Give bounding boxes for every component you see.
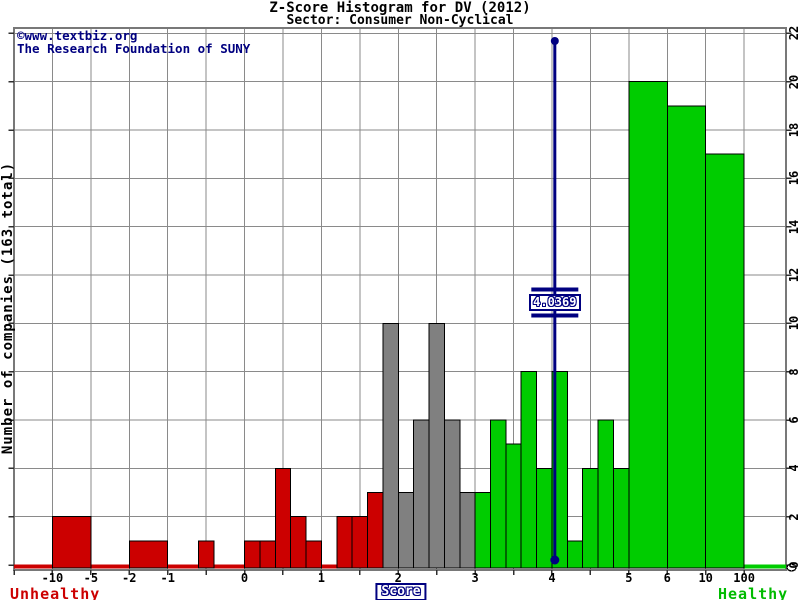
healthy-caption: Healthy <box>718 585 789 600</box>
y-tick-label: 12 <box>787 267 800 283</box>
x-tick-label: -5 <box>83 571 99 585</box>
x-tick-label: 10 <box>698 571 713 585</box>
x-tick-label: -1 <box>160 571 175 585</box>
chart-subtitle: Sector: Consumer Non-Cyclical <box>286 13 514 28</box>
histogram-bar <box>397 492 415 569</box>
x-tick-label: 6 <box>663 571 671 585</box>
histogram-bar <box>382 322 399 569</box>
marker-crossbar-top <box>531 287 579 292</box>
x-tick-label: 1 <box>317 571 326 585</box>
histogram-bar <box>290 516 307 569</box>
unhealthy-caption: Unhealthy <box>10 585 101 600</box>
histogram-bar <box>274 467 292 569</box>
histogram-bar <box>259 540 276 569</box>
axis-end-circle <box>786 563 797 572</box>
histogram-bar <box>128 540 169 569</box>
histogram-bar <box>597 419 614 569</box>
marker-top-dot <box>550 37 559 45</box>
histogram-bar <box>367 492 384 569</box>
histogram-bar <box>413 419 430 569</box>
y-tick-label: 16 <box>787 171 800 186</box>
x-tick-label: 3 <box>471 571 479 585</box>
plot-border <box>13 27 787 571</box>
chart-title: Z-Score Histogram for DV (2012) <box>269 0 531 16</box>
histogram-bar <box>51 516 92 569</box>
x-axis-label-score: Score <box>375 583 427 600</box>
y-tick-label: 22 <box>787 26 800 41</box>
watermark-org: The Research Foundation of SUNY <box>17 41 251 56</box>
marker-crossbar-bottom <box>531 313 579 318</box>
y-tick-label: 20 <box>787 74 800 89</box>
histogram-bar <box>305 540 322 569</box>
x-tick-label: 2 <box>394 571 402 585</box>
zscore-marker-label: 4.0369 <box>528 294 581 311</box>
histogram-bar <box>612 467 630 569</box>
y-tick-label: 14 <box>787 219 800 234</box>
x-tick-label: 5 <box>625 571 633 585</box>
x-tick-label: 100 <box>733 571 755 585</box>
histogram-bar <box>489 419 507 569</box>
watermark: ©www.textbiz.org The Research Foundation… <box>17 29 250 55</box>
y-axis-title: Number of companies (163 total) <box>0 161 16 455</box>
histogram-bar <box>505 443 522 569</box>
histogram-bar <box>351 516 369 569</box>
y-tick-label: 0 <box>787 561 800 569</box>
y-tick-label: 6 <box>787 416 800 424</box>
watermark-site: ©www.textbiz.org <box>17 28 138 43</box>
y-tick-label: 18 <box>787 122 800 138</box>
histogram-bar <box>336 516 353 569</box>
y-tick-label: 4 <box>787 464 800 472</box>
histogram-bar <box>566 540 584 569</box>
y-tick-label: 2 <box>787 513 800 521</box>
y-tick-label: 8 <box>787 368 800 376</box>
axis-ticks <box>8 32 797 575</box>
histogram-bars <box>51 81 745 569</box>
histogram-bar <box>244 540 261 569</box>
histogram-bar <box>520 371 538 569</box>
histogram-bar <box>582 467 599 569</box>
histogram-bar <box>666 105 707 569</box>
histogram-bar <box>459 492 476 569</box>
x-tick-label: 0 <box>240 571 249 585</box>
histogram-bar <box>536 467 553 569</box>
histogram-bar <box>474 492 491 569</box>
x-tick-label: -10 <box>41 571 64 585</box>
histogram-bar <box>705 153 745 569</box>
marker-bottom-dot <box>550 555 560 565</box>
x-tick-label: -2 <box>122 571 137 585</box>
histogram-bar <box>428 322 445 569</box>
histogram-bar <box>197 540 215 569</box>
histogram-bar <box>443 419 461 569</box>
x-tick-label: 4 <box>548 571 556 585</box>
histogram-bar <box>628 81 668 569</box>
y-tick-label: 10 <box>787 316 800 331</box>
